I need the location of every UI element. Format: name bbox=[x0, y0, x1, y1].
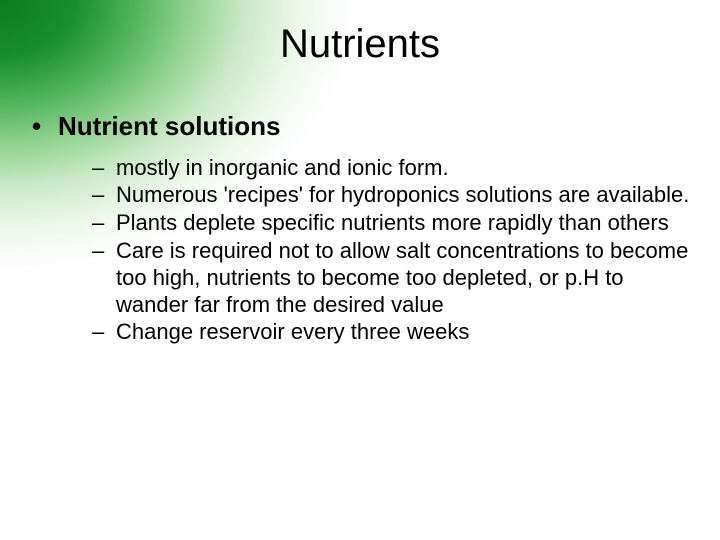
bullet-level1: • Nutrient solutions bbox=[30, 110, 690, 143]
bullet-marker-dash: – bbox=[92, 210, 116, 237]
slide-body: • Nutrient solutions – mostly in inorgan… bbox=[30, 110, 690, 347]
bullet-marker-dash: – bbox=[92, 182, 116, 209]
bullet-level1-text: Nutrient solutions bbox=[58, 110, 280, 143]
bullet-level2-text: Change reservoir every three weeks bbox=[116, 319, 690, 346]
bullet-marker-dash: – bbox=[92, 319, 116, 346]
bullet-level2: – Care is required not to allow salt con… bbox=[92, 238, 690, 318]
bullet-level2-text: Care is required not to allow salt conce… bbox=[116, 238, 690, 318]
slide: Nutrients • Nutrient solutions – mostly … bbox=[0, 0, 720, 540]
sub-bullet-list: – mostly in inorganic and ionic form. – … bbox=[92, 155, 690, 347]
bullet-level2-text: Numerous 'recipes' for hydroponics solut… bbox=[116, 182, 690, 209]
bullet-marker-dot: • bbox=[30, 110, 58, 143]
bullet-level2-text: Plants deplete specific nutrients more r… bbox=[116, 210, 690, 237]
bullet-level2: – Change reservoir every three weeks bbox=[92, 319, 690, 346]
bullet-level2: – mostly in inorganic and ionic form. bbox=[92, 155, 690, 182]
bullet-level2: – Plants deplete specific nutrients more… bbox=[92, 210, 690, 237]
bullet-marker-dash: – bbox=[92, 155, 116, 182]
bullet-level2-text: mostly in inorganic and ionic form. bbox=[116, 155, 690, 182]
bullet-level2: – Numerous 'recipes' for hydroponics sol… bbox=[92, 182, 690, 209]
bullet-marker-dash: – bbox=[92, 238, 116, 265]
slide-title: Nutrients bbox=[0, 22, 720, 67]
